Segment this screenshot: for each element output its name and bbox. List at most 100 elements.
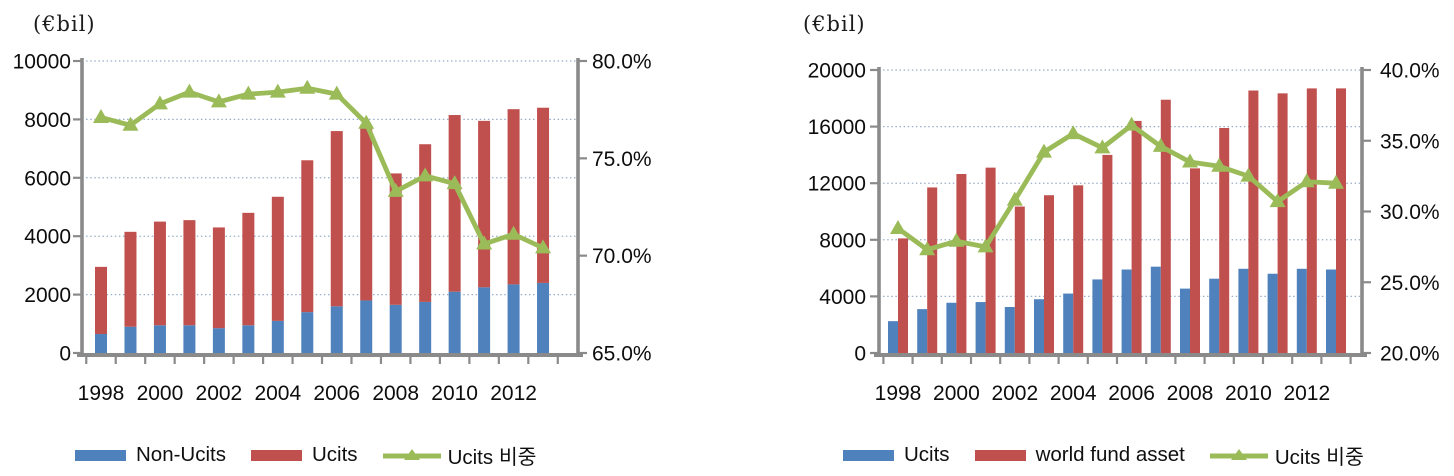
bar-2007-Non-Ucits [360,300,373,353]
left-axis-tick-label: 16000 [808,116,866,139]
right-axis-tick-label: 35.0% [1380,130,1440,153]
bar-2011-Non-Ucits [478,287,491,353]
bar-2003-Non-Ucits [242,325,255,353]
right-axis-tick-label: 75.0% [592,148,652,171]
bar-2002-Ucits [1004,307,1015,353]
legend-label-ucits: Ucits [312,443,358,466]
marker-1998 [93,108,109,123]
world-ucits-grouped-chart: 0 4000 8000 12000 16000 20000 20.0% 25.0% 30.0% 3… [808,60,1440,406]
x-axis-label: 1998 [78,382,125,405]
bar-1999-Ucits [124,231,137,327]
marker-2012 [1298,173,1315,188]
x-axis-label: 2010 [1225,382,1272,405]
left-axis-tick-label: 12000 [808,173,866,196]
bar-2003-Ucits [1034,299,1044,353]
bar-2010-Ucits [448,115,461,292]
marker-2007 [1152,137,1169,152]
x-axis-label: 2006 [313,382,360,405]
bar-2004-Ucits [271,196,284,321]
marker-2003 [240,85,257,100]
legend-label-ucits: Ucits [904,443,950,466]
bar-1999-Ucits [917,309,928,353]
marker-2008 [387,182,404,197]
bar-2001-Ucits [183,220,196,326]
bar-2006-world fund asset [1131,120,1142,353]
legend-right-chart: Ucits world fund asset Ucits 비중 [843,440,1389,470]
bar-1998-Ucits [888,321,898,353]
x-axis-label: 1998 [875,382,922,405]
bar-1998-Non-Ucits [95,334,107,353]
x-axis-label: 2002 [991,382,1038,405]
bar-2008-world fund asset [1190,168,1200,353]
legend-label-ucits-share: Ucits 비중 [1274,446,1364,469]
bar-2004-world fund asset [1073,185,1084,353]
bar-2007-world fund asset [1160,99,1171,353]
left-axis-tick-label: 6000 [24,167,71,190]
bar-1999-world fund asset [927,187,938,353]
bar-2012-world fund asset [1306,88,1317,354]
world-fund-asset-swatch-icon [974,449,1026,461]
marker-2008 [1182,153,1198,168]
line-Ucits 비중 [98,85,546,251]
marker-2003 [1036,143,1052,158]
marker-2002 [1006,191,1023,206]
bar-2002-Ucits [212,227,225,329]
marker-2001 [181,83,198,98]
right-axis-tick-label: 20.0% [1380,343,1440,366]
bar-2004-Ucits [1063,293,1074,353]
bar-2009-world fund asset [1219,128,1230,353]
marker-2011 [1269,193,1286,208]
left-axis-tick-label: 20000 [808,60,866,83]
marker-2012 [505,225,522,240]
legend-label-world-fund-asset: world fund asset [1035,443,1185,466]
legend-item-ucits: Ucits [251,443,358,467]
right-chart-unit-label: (€bil) [803,12,866,36]
legend-item-world-fund-asset: world fund asset [974,443,1185,467]
left-axis-tick-label: 4000 [24,226,71,249]
x-axis-label: 2000 [137,382,184,405]
line-marker-icon [382,448,441,463]
legend-item-ucits-share: Ucits 비중 [382,440,537,470]
x-axis-label: 2006 [1108,382,1155,405]
bar-2011-Ucits [478,120,491,288]
bar-2005-Non-Ucits [301,312,314,353]
marker-2005 [1094,139,1111,154]
bar-2000-Ucits [153,221,166,326]
x-axis-label: 2010 [431,382,478,405]
bar-2006-Ucits [330,131,343,307]
marker-2004 [1065,125,1082,140]
x-axis-label: 2004 [254,382,301,405]
bar-2001-Non-Ucits [183,325,196,353]
x-axis-label: 2012 [1283,382,1330,405]
left-chart-unit-label: (€bil) [33,12,96,36]
bar-2009-Ucits [419,144,432,302]
bar-2011-world fund asset [1277,93,1288,353]
marker-1998 [890,219,906,234]
bar-2005-world fund asset [1102,154,1113,353]
legend-item-ucits-share: Ucits 비중 [1209,440,1364,470]
bar-1999-Non-Ucits [124,326,137,353]
x-axis-label: 2008 [1167,382,1214,405]
bar-2000-Ucits [946,302,957,353]
right-axis-tick-label: 70.0% [592,245,652,268]
ucits-swatch-icon [251,449,302,461]
bar-2008-Ucits [389,173,402,305]
bar-2013-Ucits [1326,269,1336,353]
left-axis-tick-label: 4000 [819,286,866,309]
marker-2005 [299,79,316,94]
bar-2006-Ucits [1121,269,1132,353]
marker-1999 [919,241,936,256]
x-axis-label: 2000 [933,382,980,405]
bar-2008-Non-Ucits [389,304,402,353]
x-axis-label: 2002 [196,382,243,405]
bar-2006-Non-Ucits [330,306,343,353]
bar-2013-Non-Ucits [537,282,550,353]
bar-2013-world fund asset [1336,88,1346,354]
left-axis-tick-label: 10000 [13,51,71,74]
marker-2013 [535,239,552,254]
bar-2002-Non-Ucits [212,328,225,353]
marker-2004 [269,83,286,98]
bar-2011-Ucits [1267,273,1278,353]
marker-2009 [417,167,434,182]
right-axis-tick-label: 40.0% [1380,60,1440,83]
